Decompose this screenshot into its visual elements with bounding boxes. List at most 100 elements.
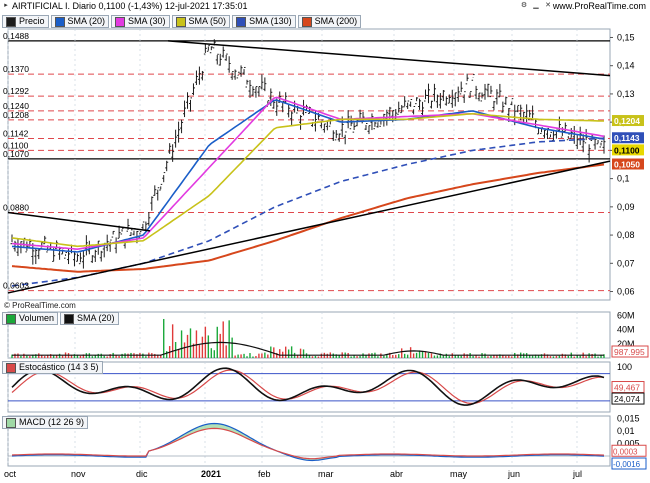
- x-axis-label: jul: [572, 469, 582, 479]
- value-badge: [612, 132, 644, 144]
- legend-label: Estocástico (14 3 5): [19, 362, 99, 372]
- level-label: 0,1070: [3, 149, 29, 159]
- legend-item[interactable]: Volumen: [2, 312, 59, 325]
- macd-axis-label: 0,005: [617, 439, 640, 449]
- volume-value-badge-label: 987.995: [614, 347, 645, 357]
- legend-item[interactable]: SMA (20): [50, 15, 110, 28]
- macd-value-badge-label: -0,0016: [613, 460, 641, 469]
- legend-item[interactable]: SMA (30): [111, 15, 170, 28]
- legend-swatch: [6, 313, 16, 324]
- value-badge-label: 0,1100: [614, 145, 640, 155]
- x-axis-label: dic: [136, 469, 148, 479]
- x-axis-label: abr: [390, 469, 403, 479]
- legend-label: SMA (30): [128, 16, 166, 26]
- volume-sma-line: [12, 341, 604, 356]
- value-badge: [612, 144, 644, 156]
- x-axis-label: jun: [507, 469, 520, 479]
- minimize-icon[interactable]: ▁: [533, 2, 539, 9]
- level-label: 0,1292: [3, 86, 29, 96]
- main-axis-tick-label: 0,13: [617, 89, 635, 99]
- legend-item[interactable]: SMA (20): [60, 312, 119, 325]
- trendline-early: [7, 211, 151, 232]
- legend-item[interactable]: MACD (12 26 9): [2, 416, 89, 429]
- volume-legend: Volumen SMA (20): [2, 312, 119, 325]
- copyright-label: © ProRealTime.com: [4, 301, 76, 310]
- macd-line: [11, 422, 605, 462]
- chart-header: ▸ AIRTIFICIAL I. Diario 0,1100 (-1,43%) …: [0, 0, 650, 13]
- value-badge-label: 0,1204: [614, 116, 640, 126]
- legend-swatch: [6, 16, 16, 27]
- legend-item[interactable]: Precio: [2, 15, 49, 28]
- main-axis-tick-label: 0,07: [617, 258, 635, 268]
- legend-swatch: [115, 16, 126, 27]
- macd-axis-label: 0,01: [617, 426, 635, 436]
- level-label: 0,1208: [3, 110, 29, 120]
- legend-label: SMA (130): [249, 16, 292, 26]
- legend-swatch: [64, 313, 75, 324]
- legend-label: SMA (200): [314, 16, 358, 26]
- macd-legend: MACD (12 26 9): [2, 416, 89, 429]
- legend-swatch: [6, 417, 16, 428]
- legend-label: MACD (12 26 9): [19, 417, 85, 427]
- x-axis-label: nov: [71, 469, 86, 479]
- macd-value-badge: [611, 457, 647, 470]
- value-badge: [612, 115, 644, 127]
- x-axis-label: may: [450, 469, 468, 479]
- legend-swatch: [301, 16, 312, 27]
- chart-title: AIRTIFICIAL I. Diario 0,1100 (-1,43%) 12…: [12, 1, 248, 11]
- stoch-axis-label: 100: [617, 362, 632, 372]
- main-axis-tick-label: 0,09: [617, 202, 635, 212]
- level-label: 0,1370: [3, 64, 29, 74]
- brand-label: www.ProRealTime.com: [552, 1, 646, 11]
- trendline-support: [7, 160, 611, 294]
- macd-value-badge-label: 0,0003: [613, 447, 638, 456]
- legend-label: SMA (20): [67, 16, 106, 26]
- legend-item[interactable]: SMA (130): [232, 15, 296, 28]
- level-label: 0,1142: [3, 129, 29, 139]
- volume-axis-label: 40M: [617, 325, 635, 335]
- legend-item[interactable]: Estocástico (14 3 5): [2, 361, 103, 374]
- x-axis-label: oct: [4, 469, 17, 479]
- value-badge-label: 0,1143: [614, 133, 640, 143]
- sma-line-4: [11, 137, 605, 287]
- macd-value-badge: [611, 444, 647, 457]
- main-panel-frame: [7, 28, 611, 301]
- value-badge: [612, 158, 644, 170]
- legend-label: Precio: [19, 16, 45, 26]
- stoch-d-line: [11, 369, 605, 404]
- settings-icon[interactable]: ⚙: [520, 2, 528, 9]
- level-label: 0,0603: [3, 281, 29, 291]
- legend-label: SMA (20): [77, 313, 115, 323]
- macd-signal-line: [11, 427, 605, 460]
- volume-axis-label: 20M: [617, 339, 635, 349]
- legend-label: SMA (50): [188, 16, 227, 26]
- main-axis-tick-label: 0,14: [617, 61, 635, 71]
- stoch-value-badge-label: 49,467: [614, 383, 640, 393]
- main-axis-tick-label: 0,06: [617, 287, 635, 297]
- sma-line-3: [11, 112, 604, 248]
- legend-label: Volumen: [19, 313, 55, 323]
- legend-swatch: [236, 16, 247, 27]
- x-axis-label: feb: [258, 469, 271, 479]
- legend-item[interactable]: SMA (200): [297, 15, 362, 28]
- volume-axis-label: 60M: [617, 311, 635, 321]
- volume-value-badge: [611, 345, 649, 358]
- close-icon[interactable]: ✕: [545, 2, 551, 9]
- legend-swatch: [6, 362, 16, 373]
- main-axis-tick-label: 0,08: [617, 230, 635, 240]
- trendline-top: [167, 40, 611, 77]
- stoch-panel-frame: [7, 361, 611, 413]
- legend-swatch: [175, 16, 186, 27]
- x-axis-label: mar: [318, 469, 334, 479]
- level-label: 0,0880: [3, 202, 29, 212]
- expand-icon[interactable]: ▸: [4, 2, 8, 9]
- stoch-value-badge-label: 24,074: [614, 394, 640, 404]
- legend-item[interactable]: SMA (50): [171, 15, 231, 28]
- legend-swatch: [54, 16, 65, 27]
- x-axis-label: 2021: [201, 469, 221, 479]
- stoch-k-line: [11, 367, 605, 406]
- stoch-legend: Estocástico (14 3 5): [2, 361, 103, 374]
- main-axis-tick-label: 0,15: [617, 32, 635, 42]
- level-label: 0,1240: [3, 101, 29, 111]
